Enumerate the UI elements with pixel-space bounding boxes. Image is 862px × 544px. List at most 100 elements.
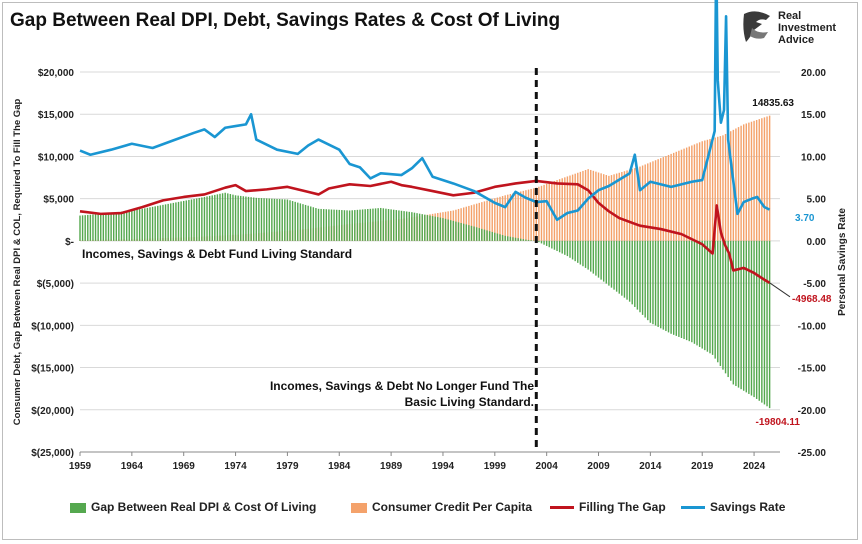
gap-bar bbox=[364, 209, 366, 241]
gap-bar bbox=[252, 197, 255, 241]
gap-bar bbox=[753, 240, 755, 398]
gap-bar bbox=[242, 196, 245, 241]
credit-bar bbox=[532, 188, 535, 241]
gap-bar bbox=[465, 224, 468, 241]
logo-line-3: Advice bbox=[778, 34, 815, 46]
gap-bar bbox=[481, 228, 483, 241]
savings-rate-line bbox=[79, 0, 771, 222]
gap-bar bbox=[398, 210, 400, 241]
gap-bar bbox=[634, 240, 636, 307]
gap-bar bbox=[232, 194, 234, 241]
gap-bar bbox=[297, 202, 299, 241]
gap-bar bbox=[750, 240, 753, 396]
credit-bar bbox=[680, 149, 683, 241]
gap-bar bbox=[610, 240, 613, 288]
gap-bar bbox=[351, 210, 353, 241]
gap-bar bbox=[517, 238, 519, 241]
gap-bar bbox=[216, 194, 219, 241]
gap-bar bbox=[281, 199, 283, 241]
gap-bar bbox=[698, 240, 701, 347]
credit-bar bbox=[709, 139, 711, 241]
gap-bar bbox=[636, 240, 639, 310]
credit-bar bbox=[564, 177, 566, 241]
legend-swatch-filling bbox=[550, 506, 574, 510]
credit-bar bbox=[649, 162, 652, 241]
gap-bar bbox=[229, 194, 232, 241]
gap-bar bbox=[450, 220, 452, 241]
gap-bar bbox=[745, 240, 748, 393]
credit-bar bbox=[520, 191, 522, 241]
gap-bar bbox=[377, 208, 379, 241]
legend-label-credit: Consumer Credit Per Capita bbox=[372, 500, 533, 514]
gap-bar bbox=[164, 204, 167, 241]
x-tick-label: 1984 bbox=[328, 461, 351, 472]
gap-bar bbox=[289, 200, 291, 241]
gap-bar bbox=[579, 240, 582, 265]
gap-bar bbox=[442, 218, 444, 241]
credit-bar bbox=[468, 205, 470, 241]
gap-bar bbox=[460, 223, 462, 241]
credit-bar bbox=[660, 158, 662, 241]
legend-swatch-credit bbox=[351, 502, 367, 513]
annotation-lower-2: Basic Living Standard. bbox=[405, 395, 534, 409]
gap-bar bbox=[558, 240, 561, 253]
gap-bar bbox=[102, 213, 105, 241]
credit-bar bbox=[761, 118, 763, 241]
y-tick-label-left: $(15,000) bbox=[31, 364, 74, 375]
gap-bar bbox=[198, 197, 200, 241]
gap-bar bbox=[447, 219, 449, 241]
gap-bar bbox=[758, 240, 760, 401]
x-tick-label: 1964 bbox=[121, 461, 144, 472]
gap-bar bbox=[592, 240, 595, 274]
credit-bar bbox=[470, 205, 473, 241]
gap-bar bbox=[250, 197, 252, 241]
gap-bar bbox=[258, 197, 260, 241]
x-tick-label: 1999 bbox=[484, 461, 507, 472]
gap-bar bbox=[639, 240, 641, 313]
gap-bar bbox=[649, 240, 652, 323]
gap-bar bbox=[302, 204, 304, 241]
gap-bar bbox=[491, 231, 493, 241]
credit-bar bbox=[701, 141, 703, 241]
filling-gap-line bbox=[79, 179, 771, 284]
gap-bar bbox=[201, 197, 203, 241]
gap-bar bbox=[556, 240, 558, 252]
gap-bar bbox=[504, 235, 506, 241]
chart-title: Gap Between Real DPI, Debt, Savings Rate… bbox=[10, 10, 561, 31]
credit-bar bbox=[727, 132, 729, 241]
gap-bar bbox=[247, 196, 250, 241]
logo-line-2: Investment bbox=[778, 22, 837, 34]
credit-bar bbox=[465, 206, 468, 241]
gap-bar bbox=[405, 211, 408, 241]
credit-bar bbox=[615, 173, 618, 241]
credit-bar bbox=[577, 172, 579, 241]
gap-bar bbox=[613, 240, 615, 290]
gap-bar bbox=[206, 196, 208, 241]
gap-bar bbox=[273, 198, 276, 241]
credit-bar bbox=[566, 176, 569, 241]
gap-bar bbox=[678, 240, 680, 337]
credit-bar bbox=[512, 193, 514, 241]
gap-bar bbox=[92, 214, 94, 241]
gap-bar bbox=[590, 240, 592, 272]
credit-bar bbox=[670, 153, 672, 241]
gap-bar bbox=[600, 240, 602, 280]
gap-bar bbox=[211, 195, 213, 241]
gap-bar bbox=[709, 240, 711, 354]
gap-bar bbox=[131, 210, 133, 241]
credit-bar bbox=[597, 172, 600, 241]
credit-bar bbox=[574, 173, 576, 241]
gap-bar bbox=[387, 209, 390, 241]
gap-bar bbox=[234, 195, 237, 241]
credit-bar bbox=[623, 171, 626, 241]
credit-bar bbox=[538, 186, 540, 241]
gap-bar bbox=[255, 197, 258, 241]
credit-bar bbox=[755, 119, 758, 241]
credit-bar bbox=[704, 140, 706, 241]
gap-bar bbox=[278, 199, 281, 241]
credit-bar bbox=[662, 157, 665, 241]
credit-bar bbox=[647, 163, 649, 241]
gap-bar bbox=[584, 240, 587, 268]
gap-bar bbox=[265, 198, 268, 241]
credit-bar bbox=[545, 183, 548, 241]
